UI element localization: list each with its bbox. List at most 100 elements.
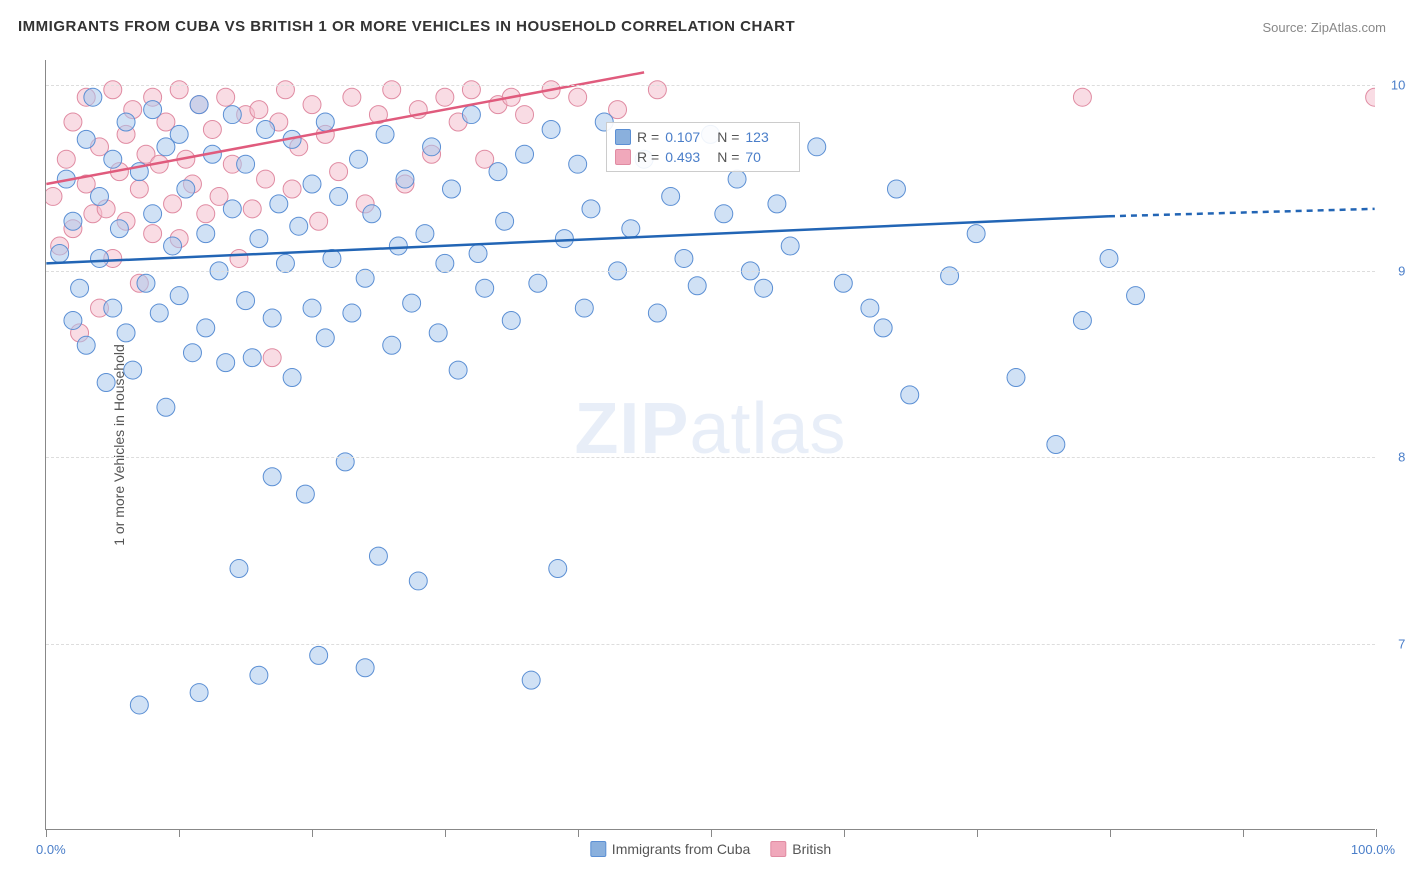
data-point: [104, 81, 122, 99]
data-point: [157, 113, 175, 131]
data-point: [71, 324, 89, 342]
swatch-series2-icon: [615, 149, 631, 165]
data-point: [237, 292, 255, 310]
data-point: [183, 344, 201, 362]
data-point: [170, 125, 188, 143]
stats-row-series2: R = 0.493 N = 70: [615, 147, 791, 167]
data-point: [290, 217, 308, 235]
data-point: [396, 175, 414, 193]
data-point: [303, 175, 321, 193]
r-value-series2: 0.493: [665, 149, 711, 165]
r-label: R =: [637, 149, 659, 165]
data-point: [1007, 369, 1025, 387]
data-point: [117, 212, 135, 230]
data-point: [283, 180, 301, 198]
data-point: [250, 666, 268, 684]
legend-label-series2: British: [792, 841, 831, 857]
data-point: [436, 88, 454, 106]
data-point: [316, 329, 334, 347]
data-point: [303, 299, 321, 317]
data-point: [197, 205, 215, 223]
data-point: [901, 386, 919, 404]
data-point: [542, 120, 560, 138]
data-point: [469, 245, 487, 263]
data-point: [144, 225, 162, 243]
data-point: [203, 145, 221, 163]
data-point: [57, 170, 75, 188]
data-point: [403, 294, 421, 312]
x-tick: [1376, 829, 1377, 837]
data-point: [91, 299, 109, 317]
x-tick: [1110, 829, 1111, 837]
data-point: [1047, 436, 1065, 454]
data-point: [768, 195, 786, 213]
data-point: [442, 180, 460, 198]
data-point: [622, 220, 640, 238]
data-point: [150, 155, 168, 173]
x-tick: [977, 829, 978, 837]
data-point: [310, 212, 328, 230]
data-point: [330, 187, 348, 205]
chart-container: IMMIGRANTS FROM CUBA VS BRITISH 1 OR MOR…: [0, 0, 1406, 892]
data-point: [755, 279, 773, 297]
data-point: [170, 230, 188, 248]
data-point: [476, 150, 494, 168]
data-point: [91, 187, 109, 205]
data-point: [130, 163, 148, 181]
data-point: [190, 96, 208, 114]
data-point: [967, 225, 985, 243]
data-point: [144, 88, 162, 106]
swatch-series1-icon: [615, 129, 631, 145]
data-point: [316, 113, 334, 131]
data-point: [462, 106, 480, 124]
data-point: [77, 88, 95, 106]
data-point: [237, 106, 255, 124]
data-point: [303, 96, 321, 114]
r-label: R =: [637, 129, 659, 145]
x-tick: [711, 829, 712, 837]
n-value-series1: 123: [745, 129, 791, 145]
data-point: [130, 274, 148, 292]
data-point: [416, 225, 434, 243]
grid-line: [46, 644, 1375, 645]
data-point: [217, 88, 235, 106]
data-point: [250, 230, 268, 248]
data-point: [223, 155, 241, 173]
source-label: Source: ZipAtlas.com: [1262, 20, 1386, 35]
data-point: [781, 237, 799, 255]
plot-area: 1 or more Vehicles in Household ZIPatlas…: [45, 60, 1375, 830]
grid-line: [46, 85, 1375, 86]
data-point: [555, 230, 573, 248]
data-point: [164, 237, 182, 255]
y-tick-label: 92.5%: [1380, 264, 1406, 279]
data-point: [230, 560, 248, 578]
data-point: [84, 88, 102, 106]
data-point: [177, 180, 195, 198]
data-point: [1127, 287, 1145, 305]
data-point: [409, 101, 427, 119]
data-point: [77, 336, 95, 354]
data-point: [423, 145, 441, 163]
data-point: [728, 170, 746, 188]
data-point: [569, 88, 587, 106]
data-point: [170, 81, 188, 99]
data-point: [137, 274, 155, 292]
data-point: [383, 336, 401, 354]
y-tick-label: 77.5%: [1380, 636, 1406, 651]
data-point: [290, 138, 308, 156]
data-point: [270, 113, 288, 131]
data-point: [1366, 88, 1375, 106]
data-point: [157, 138, 175, 156]
data-point: [336, 453, 354, 471]
data-point: [190, 96, 208, 114]
data-point: [502, 311, 520, 329]
n-value-series2: 70: [745, 149, 791, 165]
n-label: N =: [717, 149, 739, 165]
data-point: [91, 138, 109, 156]
data-point: [496, 212, 514, 230]
x-tick: [1243, 829, 1244, 837]
data-point: [423, 138, 441, 156]
data-point: [183, 175, 201, 193]
data-point: [356, 195, 374, 213]
trend-line: [46, 216, 1109, 263]
